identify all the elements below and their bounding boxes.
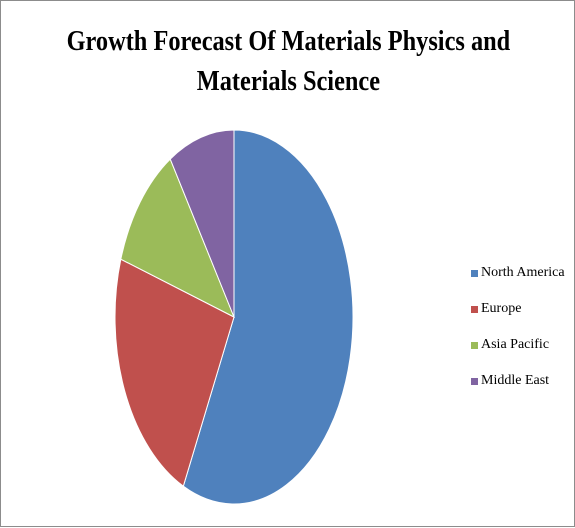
- legend-label: Europe: [481, 301, 522, 316]
- pie-slice-asia-pacific: [120, 158, 235, 319]
- legend-swatch: [471, 341, 478, 349]
- legend-swatch: [471, 377, 478, 385]
- chart-title: Growth Forecast Of Materials Physics and…: [47, 21, 530, 101]
- legend-item-north-america: North America: [471, 255, 575, 291]
- legend-swatch: [471, 305, 478, 313]
- chart-title-line-2: Materials Science: [196, 65, 381, 97]
- legend-item-asia-pacific: Asia Pacific: [471, 327, 575, 363]
- legend: North America Europe Asia Pacific Middle…: [471, 255, 575, 399]
- pie-slice-middle-east: [169, 129, 235, 318]
- legend-item-middle-east: Middle East: [471, 363, 575, 399]
- legend-label: North America: [481, 265, 565, 280]
- legend-swatch: [471, 269, 478, 277]
- pie-slice-europe: [114, 258, 235, 488]
- legend-label: Middle East: [481, 373, 550, 388]
- pie-slice-north-america: [182, 129, 354, 505]
- legend-label: Asia Pacific: [481, 337, 550, 352]
- legend-item-europe: Europe: [471, 291, 575, 327]
- chart-title-line-1: Growth Forecast Of Materials Physics and: [66, 25, 511, 57]
